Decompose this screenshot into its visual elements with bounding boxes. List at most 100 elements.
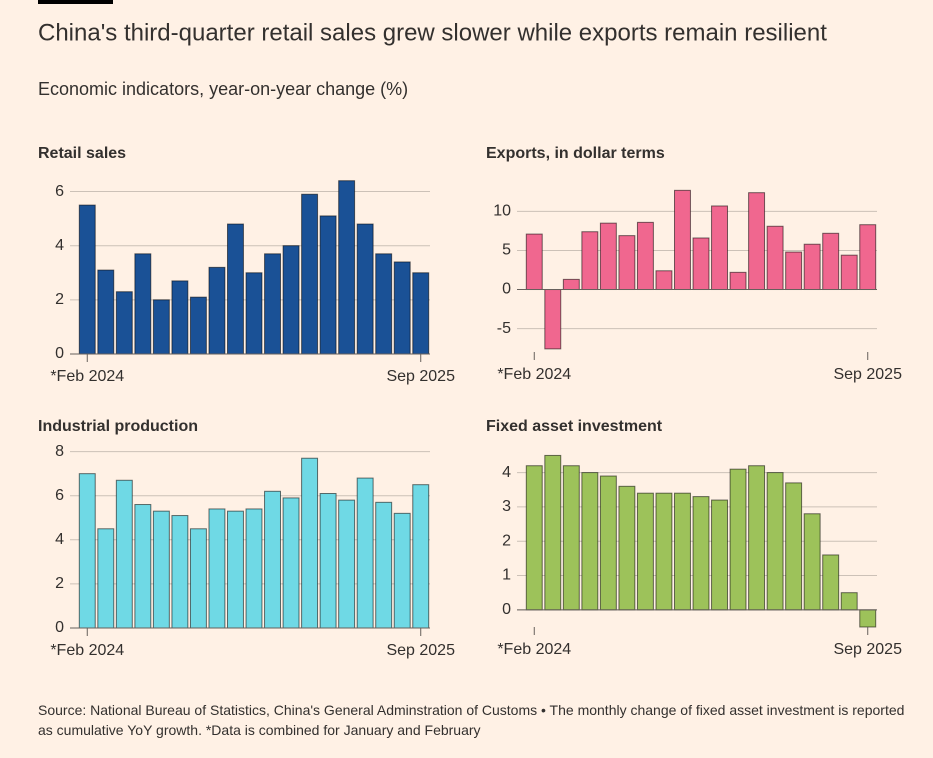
bar: [171, 280, 189, 355]
bar: [245, 508, 263, 629]
brand-bar: [38, 0, 113, 4]
bar: [766, 472, 784, 611]
bar: [227, 510, 244, 629]
bar: [618, 485, 636, 611]
bar: [785, 482, 803, 611]
chart-title: China's third-quarter retail sales grew …: [38, 19, 827, 46]
bar: [636, 492, 654, 611]
x-tick-label: Sep 2025: [386, 642, 455, 659]
bar: [766, 225, 784, 291]
y-tick-label: 10: [493, 203, 511, 220]
y-tick-label: 8: [55, 443, 64, 460]
y-tick-label: 2: [55, 575, 64, 592]
bar: [301, 457, 319, 629]
bar: [785, 251, 803, 291]
y-tick-label: 2: [55, 291, 64, 308]
bar: [208, 508, 226, 629]
panel-title: Exports, in dollar terms: [486, 145, 665, 162]
bar: [544, 289, 562, 350]
bar: [840, 254, 858, 291]
bar: [412, 272, 430, 355]
bar: [189, 296, 207, 355]
bar: [393, 512, 411, 629]
bar: [134, 504, 152, 629]
bar: [375, 253, 393, 355]
bar: [97, 528, 115, 629]
bar: [282, 245, 300, 355]
bar: [729, 468, 747, 611]
panel-title: Fixed asset investment: [486, 418, 663, 435]
bar: [636, 221, 654, 291]
bar: [264, 253, 281, 355]
bar: [97, 269, 115, 355]
y-tick-label: 1: [502, 567, 511, 584]
chart: China's third-quarter retail sales grew …: [38, 0, 902, 659]
y-tick-label: 0: [502, 601, 511, 618]
bar: [78, 204, 96, 355]
bar: [618, 235, 636, 291]
bar: [655, 492, 673, 611]
y-tick-label: 6: [55, 183, 64, 200]
bar: [674, 189, 691, 291]
bar: [115, 291, 133, 355]
x-tick-label: *Feb 2024: [50, 368, 124, 385]
bar: [282, 497, 300, 629]
x-tick-label: *Feb 2024: [497, 641, 571, 658]
bar: [803, 243, 821, 291]
bar: [412, 484, 430, 629]
y-tick-label: 4: [502, 464, 511, 481]
bar: [152, 510, 170, 629]
bar: [840, 592, 858, 611]
y-tick-label: 4: [55, 531, 64, 548]
y-tick-label: 0: [55, 345, 64, 362]
x-tick-label: Sep 2025: [386, 368, 455, 385]
bar: [562, 278, 580, 291]
bar: [301, 193, 319, 355]
bar: [208, 266, 226, 355]
bar: [264, 490, 281, 629]
bar: [525, 233, 543, 291]
bar: [581, 231, 599, 291]
y-tick-label: 6: [55, 487, 64, 504]
bar: [581, 472, 599, 611]
bar: [692, 496, 710, 611]
bar: [729, 271, 747, 291]
bar: [544, 454, 562, 611]
bar: [748, 192, 766, 291]
y-tick-label: 0: [55, 619, 64, 636]
x-tick-label: Sep 2025: [833, 641, 902, 658]
bar: [319, 215, 337, 355]
x-tick-label: Sep 2025: [833, 366, 902, 383]
bar: [674, 492, 691, 611]
bar: [338, 499, 356, 629]
bar: [711, 499, 728, 611]
bar: [78, 473, 96, 629]
bar: [599, 222, 617, 291]
bar: [319, 493, 337, 629]
bar: [748, 465, 766, 611]
panel-title: Retail sales: [38, 145, 126, 162]
bar: [822, 554, 840, 611]
bar: [356, 477, 374, 629]
bar: [227, 223, 244, 355]
x-tick-label: *Feb 2024: [497, 366, 571, 383]
x-tick-label: *Feb 2024: [50, 642, 124, 659]
bar: [393, 261, 411, 355]
y-tick-label: 4: [55, 237, 64, 254]
source-note: Source: National Bureau of Statistics, C…: [38, 702, 905, 738]
bar: [134, 253, 152, 355]
bar: [115, 479, 133, 629]
bar: [562, 465, 580, 611]
bar: [711, 205, 728, 291]
bar: [356, 223, 374, 355]
bar: [803, 513, 821, 611]
y-tick-label: 2: [502, 532, 511, 549]
bar: [859, 609, 877, 628]
bar: [692, 237, 710, 291]
bar: [859, 224, 877, 291]
y-tick-label: 0: [502, 281, 511, 298]
panel-title: Industrial production: [38, 418, 198, 435]
bar: [655, 270, 673, 291]
bar: [245, 272, 263, 355]
